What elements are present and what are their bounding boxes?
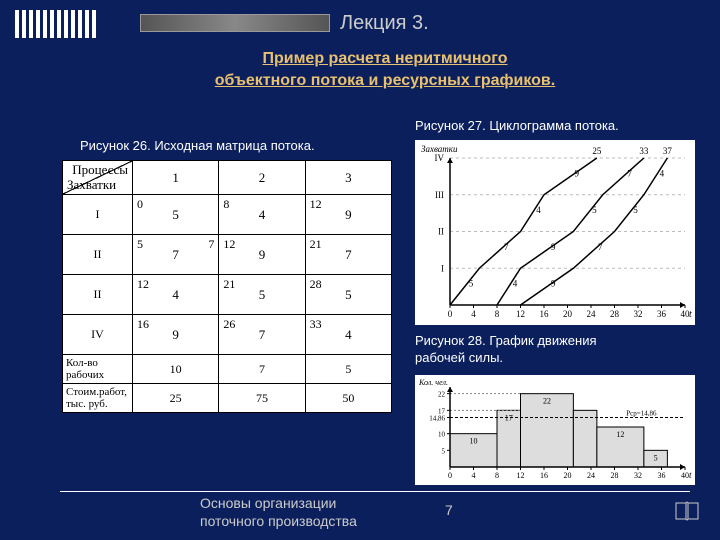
svg-text:t: t <box>689 309 692 320</box>
subtitle-line2: объектного потока и ресурсных графиков. <box>215 72 555 89</box>
svg-text:9: 9 <box>551 242 556 252</box>
svg-text:7: 7 <box>504 242 509 252</box>
svg-text:36: 36 <box>657 309 667 319</box>
footer-text: Основы организации поточного производств… <box>200 494 357 530</box>
svg-text:5: 5 <box>633 205 638 215</box>
caption-fig27: Рисунок 27. Циклограмма потока. <box>415 118 619 133</box>
svg-text:5: 5 <box>442 447 446 455</box>
svg-text:16: 16 <box>540 471 548 480</box>
svg-text:0: 0 <box>448 471 452 480</box>
svg-text:7: 7 <box>598 242 603 252</box>
caption-fig26: Рисунок 26. Исходная матрица потока. <box>80 138 315 153</box>
svg-text:36: 36 <box>658 471 666 480</box>
svg-text:4: 4 <box>660 168 665 178</box>
svg-text:9: 9 <box>574 168 579 178</box>
svg-text:4: 4 <box>513 279 518 289</box>
svg-text:20: 20 <box>563 309 573 319</box>
svg-text:Кол. чел.: Кол. чел. <box>418 378 448 387</box>
svg-text:t: t <box>689 470 692 480</box>
svg-text:17: 17 <box>438 407 446 415</box>
svg-text:4: 4 <box>472 471 476 480</box>
svg-text:5: 5 <box>654 453 658 462</box>
svg-text:12: 12 <box>616 430 624 439</box>
svg-text:12: 12 <box>517 471 525 480</box>
svg-text:12: 12 <box>516 309 525 319</box>
svg-text:32: 32 <box>634 471 642 480</box>
svg-text:Рср=14,86: Рср=14,86 <box>626 409 657 417</box>
svg-text:0: 0 <box>448 309 453 319</box>
svg-text:22: 22 <box>543 397 551 406</box>
svg-text:28: 28 <box>610 309 620 319</box>
svg-text:10: 10 <box>470 437 478 446</box>
svg-text:28: 28 <box>611 471 619 480</box>
svg-text:32: 32 <box>634 309 643 319</box>
svg-text:40: 40 <box>681 471 689 480</box>
svg-text:16: 16 <box>540 309 550 319</box>
svg-text:I: I <box>441 263 444 273</box>
page-number: 7 <box>445 502 453 518</box>
header-stripes <box>15 10 96 38</box>
resource-chart-fig28: Кол. чел.101722125Рср=14,8651014,8617220… <box>415 375 695 485</box>
svg-text:7: 7 <box>627 168 632 178</box>
svg-text:24: 24 <box>587 471 595 480</box>
cyclogram-chart-fig27: ЗахваткиIIIIIIIV0481216202428323640t5749… <box>415 140 695 325</box>
book-icon <box>674 500 700 522</box>
lecture-title: Лекция 3. <box>340 12 429 35</box>
svg-text:22: 22 <box>438 391 446 399</box>
svg-text:25: 25 <box>592 146 602 156</box>
header-gradient-bar <box>140 14 330 32</box>
svg-text:8: 8 <box>495 471 499 480</box>
svg-text:37: 37 <box>663 146 673 156</box>
svg-text:IV: IV <box>435 153 445 163</box>
svg-text:III: III <box>435 190 444 200</box>
svg-text:14,86: 14,86 <box>429 414 445 422</box>
svg-text:8: 8 <box>495 309 500 319</box>
svg-text:33: 33 <box>639 146 649 156</box>
matrix-table-fig26: ПроцессыЗахватки123I0584129II577129217II… <box>62 160 392 413</box>
svg-text:4: 4 <box>471 309 476 319</box>
footer-separator <box>60 491 690 492</box>
svg-text:9: 9 <box>551 279 556 289</box>
svg-text:5: 5 <box>592 205 597 215</box>
svg-text:20: 20 <box>564 471 572 480</box>
svg-text:5: 5 <box>469 279 474 289</box>
svg-text:II: II <box>438 227 444 237</box>
svg-text:4: 4 <box>536 205 541 215</box>
slide-subtitle: Пример расчета неритмичного объектного п… <box>90 48 680 93</box>
svg-text:10: 10 <box>438 431 446 439</box>
svg-text:24: 24 <box>587 309 597 319</box>
caption-fig28: Рисунок 28. График движения рабочей силы… <box>415 333 597 367</box>
subtitle-line1: Пример расчета неритмичного <box>262 50 507 67</box>
